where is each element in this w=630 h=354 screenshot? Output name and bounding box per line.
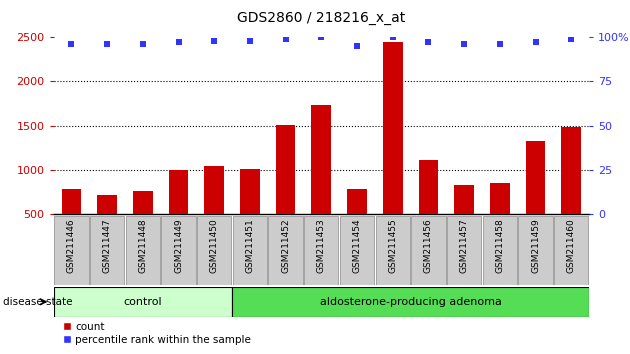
Bar: [240, 169, 260, 258]
Point: [66, 41, 76, 47]
Text: GSM211448: GSM211448: [139, 218, 147, 273]
Point: [566, 36, 576, 42]
Bar: [161, 216, 196, 285]
Bar: [375, 216, 410, 285]
Point: [423, 40, 433, 45]
Bar: [125, 216, 160, 285]
Text: control: control: [123, 297, 162, 307]
Text: GSM211460: GSM211460: [567, 218, 576, 273]
Text: GSM211447: GSM211447: [103, 218, 112, 273]
Text: GSM211455: GSM211455: [388, 218, 397, 273]
Bar: [518, 216, 553, 285]
Bar: [232, 287, 589, 317]
Text: GSM211456: GSM211456: [424, 218, 433, 273]
Bar: [169, 170, 188, 258]
Text: GDS2860 / 218216_x_at: GDS2860 / 218216_x_at: [237, 11, 406, 25]
Point: [495, 41, 505, 47]
Point: [280, 36, 290, 42]
Text: disease state: disease state: [3, 297, 72, 307]
Text: GSM211446: GSM211446: [67, 218, 76, 273]
Bar: [311, 105, 331, 258]
Bar: [454, 185, 474, 258]
Bar: [383, 42, 403, 258]
Text: GSM211457: GSM211457: [460, 218, 469, 273]
Bar: [561, 127, 581, 258]
Point: [173, 40, 183, 45]
Point: [209, 38, 219, 44]
Text: GSM211458: GSM211458: [495, 218, 504, 273]
Bar: [347, 188, 367, 258]
Point: [352, 43, 362, 49]
Legend: count, percentile rank within the sample: count, percentile rank within the sample: [59, 317, 256, 349]
Bar: [133, 191, 152, 258]
Point: [316, 34, 326, 40]
Point: [245, 38, 255, 44]
Bar: [54, 216, 89, 285]
Bar: [418, 160, 438, 258]
Text: aldosterone-producing adenoma: aldosterone-producing adenoma: [319, 297, 501, 307]
Point: [530, 40, 541, 45]
Text: GSM211449: GSM211449: [174, 218, 183, 273]
Bar: [490, 183, 510, 258]
Bar: [197, 216, 231, 285]
Bar: [204, 166, 224, 258]
Bar: [54, 287, 232, 317]
Bar: [268, 216, 303, 285]
Bar: [447, 216, 481, 285]
Bar: [276, 125, 295, 258]
Bar: [340, 216, 374, 285]
Bar: [554, 216, 588, 285]
Bar: [411, 216, 445, 285]
Point: [102, 41, 112, 47]
Text: GSM211453: GSM211453: [317, 218, 326, 273]
Text: GSM211450: GSM211450: [210, 218, 219, 273]
Text: GSM211459: GSM211459: [531, 218, 540, 273]
Bar: [232, 216, 267, 285]
Bar: [90, 216, 124, 285]
Bar: [304, 216, 338, 285]
Text: GSM211451: GSM211451: [246, 218, 255, 273]
Text: GSM211454: GSM211454: [353, 218, 362, 273]
Point: [459, 41, 469, 47]
Bar: [483, 216, 517, 285]
Point: [387, 34, 398, 40]
Text: GSM211452: GSM211452: [281, 218, 290, 273]
Bar: [97, 195, 117, 258]
Bar: [62, 188, 81, 258]
Point: [138, 41, 148, 47]
Bar: [525, 141, 546, 258]
